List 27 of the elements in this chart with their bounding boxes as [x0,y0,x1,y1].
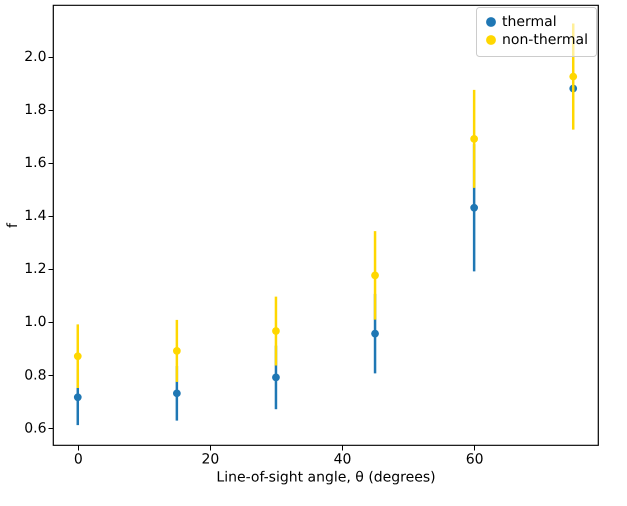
y-tick-label: 0.8 [24,367,46,384]
x-tick-label: 0 [74,452,83,468]
point [569,72,578,80]
legend-label: non-thermal [502,32,588,48]
point [470,134,478,143]
point [272,327,280,335]
point [172,347,181,355]
point [172,389,181,398]
y-tick-label: 2.0 [24,49,46,66]
point [371,271,379,280]
y-tick-label: 1.0 [24,314,46,330]
point [371,330,379,338]
y-tick-label: 1.6 [24,155,47,172]
point [470,204,478,212]
y-tick-label: 1.8 [24,102,46,118]
x-tick-label: 60 [466,452,484,468]
x-tick-label: 20 [201,452,220,468]
point [74,393,82,402]
x-tick-label: 40 [334,452,352,468]
y-axis-title: f [5,222,22,228]
point [272,374,280,382]
point [74,352,82,360]
y-tick-label: 1.2 [24,261,46,278]
x-axis-title: Line-of-sight angle, θ (degrees) [216,470,436,486]
y-tick-label: 0.6 [24,420,47,436]
legend-label: thermal [502,14,557,30]
y-tick-label: 1.4 [24,208,47,224]
